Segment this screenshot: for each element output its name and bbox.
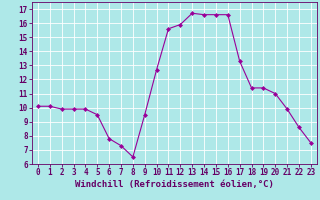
X-axis label: Windchill (Refroidissement éolien,°C): Windchill (Refroidissement éolien,°C) xyxy=(75,180,274,189)
